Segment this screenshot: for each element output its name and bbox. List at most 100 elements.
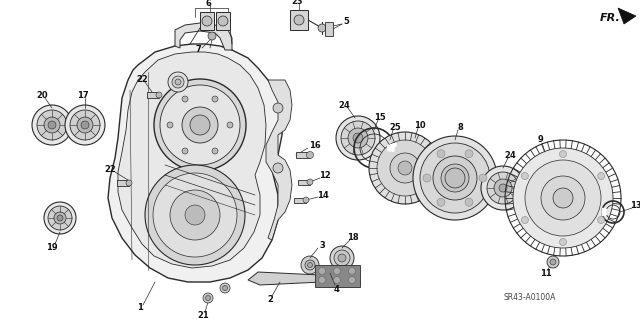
Text: 5: 5 bbox=[343, 18, 349, 26]
Text: 22: 22 bbox=[136, 75, 148, 84]
Circle shape bbox=[598, 217, 605, 224]
Circle shape bbox=[32, 105, 72, 145]
Circle shape bbox=[420, 143, 490, 213]
Circle shape bbox=[190, 115, 210, 135]
Circle shape bbox=[465, 150, 473, 158]
Polygon shape bbox=[618, 8, 636, 24]
Circle shape bbox=[437, 150, 445, 158]
Circle shape bbox=[547, 256, 559, 268]
Text: SR43-A0100A: SR43-A0100A bbox=[504, 293, 556, 302]
Circle shape bbox=[553, 188, 573, 208]
Circle shape bbox=[465, 198, 473, 206]
Circle shape bbox=[301, 256, 319, 274]
Circle shape bbox=[522, 173, 529, 180]
Circle shape bbox=[126, 180, 132, 186]
Circle shape bbox=[65, 105, 105, 145]
Bar bbox=[200, 12, 214, 30]
Circle shape bbox=[353, 133, 363, 143]
Text: 8: 8 bbox=[457, 122, 463, 131]
Circle shape bbox=[305, 260, 315, 270]
Circle shape bbox=[185, 205, 205, 225]
Bar bbox=[216, 12, 230, 30]
Circle shape bbox=[182, 148, 188, 154]
Circle shape bbox=[479, 174, 487, 182]
Circle shape bbox=[559, 151, 566, 158]
Circle shape bbox=[48, 206, 72, 230]
Text: 1: 1 bbox=[137, 303, 143, 313]
Circle shape bbox=[307, 152, 314, 159]
Text: 6: 6 bbox=[205, 0, 211, 8]
Circle shape bbox=[318, 24, 326, 32]
Circle shape bbox=[499, 184, 507, 192]
Circle shape bbox=[338, 254, 346, 262]
Circle shape bbox=[333, 277, 340, 284]
Circle shape bbox=[156, 92, 162, 98]
Text: 18: 18 bbox=[347, 233, 359, 241]
Circle shape bbox=[349, 277, 355, 284]
Circle shape bbox=[175, 79, 181, 85]
Circle shape bbox=[550, 259, 556, 265]
Circle shape bbox=[522, 217, 529, 224]
Text: 9: 9 bbox=[537, 136, 543, 145]
Bar bbox=[296, 152, 310, 158]
Text: 25: 25 bbox=[389, 122, 401, 131]
Circle shape bbox=[160, 85, 240, 165]
Text: 3: 3 bbox=[319, 241, 325, 249]
Circle shape bbox=[44, 202, 76, 234]
Text: 11: 11 bbox=[540, 270, 552, 278]
Wedge shape bbox=[390, 144, 396, 146]
Polygon shape bbox=[175, 23, 232, 50]
Circle shape bbox=[273, 163, 283, 173]
Circle shape bbox=[336, 116, 380, 160]
Circle shape bbox=[294, 15, 304, 25]
Polygon shape bbox=[266, 80, 292, 240]
Circle shape bbox=[319, 277, 326, 284]
Circle shape bbox=[330, 246, 354, 270]
Text: FR.: FR. bbox=[600, 13, 621, 23]
Circle shape bbox=[48, 121, 56, 129]
Circle shape bbox=[273, 103, 283, 113]
Bar bbox=[298, 180, 310, 184]
Circle shape bbox=[37, 110, 67, 140]
Text: 24: 24 bbox=[504, 151, 516, 160]
Polygon shape bbox=[248, 272, 322, 285]
Circle shape bbox=[377, 140, 433, 196]
Circle shape bbox=[44, 117, 60, 133]
Circle shape bbox=[77, 117, 93, 133]
Circle shape bbox=[441, 164, 469, 192]
Text: 24: 24 bbox=[338, 100, 350, 109]
Circle shape bbox=[541, 176, 585, 220]
Circle shape bbox=[153, 173, 237, 257]
Text: 17: 17 bbox=[77, 91, 89, 100]
Circle shape bbox=[559, 239, 566, 246]
Text: 10: 10 bbox=[414, 121, 426, 130]
Text: 20: 20 bbox=[36, 91, 48, 100]
Circle shape bbox=[172, 76, 184, 88]
Circle shape bbox=[307, 179, 313, 185]
Circle shape bbox=[182, 107, 218, 143]
Circle shape bbox=[348, 128, 368, 148]
Polygon shape bbox=[118, 52, 266, 268]
Circle shape bbox=[212, 148, 218, 154]
Circle shape bbox=[437, 198, 445, 206]
Text: 19: 19 bbox=[46, 243, 58, 253]
Circle shape bbox=[445, 168, 465, 188]
Circle shape bbox=[167, 122, 173, 128]
Circle shape bbox=[423, 174, 431, 182]
Circle shape bbox=[433, 156, 477, 200]
Circle shape bbox=[598, 173, 605, 180]
Circle shape bbox=[170, 190, 220, 240]
Circle shape bbox=[227, 122, 233, 128]
Circle shape bbox=[307, 263, 312, 268]
Circle shape bbox=[168, 72, 188, 92]
Bar bbox=[315, 265, 360, 287]
Circle shape bbox=[487, 172, 519, 204]
Circle shape bbox=[223, 286, 227, 291]
Text: 22: 22 bbox=[104, 165, 116, 174]
Circle shape bbox=[513, 148, 613, 248]
Circle shape bbox=[212, 96, 218, 102]
Circle shape bbox=[202, 16, 212, 26]
Circle shape bbox=[525, 160, 601, 236]
Circle shape bbox=[182, 96, 188, 102]
Circle shape bbox=[220, 283, 230, 293]
